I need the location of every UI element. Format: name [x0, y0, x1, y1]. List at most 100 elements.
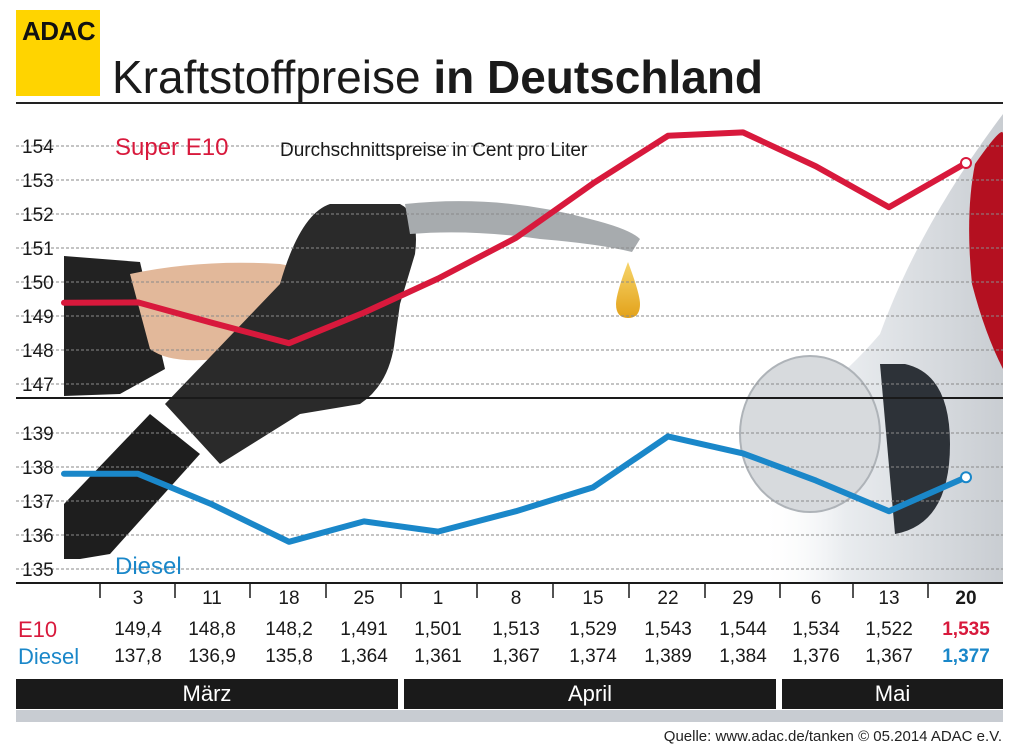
diesel-series [61, 433, 972, 545]
ytick-diesel-139: 139 [22, 424, 54, 445]
date-1: 1 [432, 588, 444, 609]
e10-point-1 [437, 277, 439, 280]
date-3: 3 [132, 588, 144, 609]
diesel-point-25 [363, 520, 365, 523]
ytick-e10-153: 153 [22, 171, 54, 192]
diesel-value-18: 135,8 [265, 646, 313, 667]
e10-point-22 [667, 134, 669, 137]
diesel-point-29 [742, 452, 744, 455]
e10-value-1: 1,501 [414, 619, 462, 640]
title-bold: in Deutschland [433, 51, 764, 103]
e10-point-18 [288, 342, 290, 345]
diesel-value-3: 137,8 [114, 646, 162, 667]
e10-point-15 [592, 182, 594, 185]
diesel-value-8: 1,367 [492, 646, 540, 667]
page-title: Kraftstoffpreise in Deutschland [112, 50, 763, 104]
diesel-value-1: 1,361 [414, 646, 462, 667]
source-credit: Quelle: www.adac.de/tanken © 05.2014 ADA… [663, 728, 1002, 745]
diesel-y-axis: 135 136 137 138 139 [22, 424, 54, 581]
date-29: 29 [732, 588, 754, 609]
e10-value-3: 149,4 [114, 619, 162, 640]
x-axis-ticks [99, 583, 929, 598]
e10-point-20 [960, 157, 972, 169]
e10-series-label: Super E10 [115, 134, 228, 161]
ytick-e10-152: 152 [22, 205, 54, 226]
month-april: April [404, 679, 776, 709]
ytick-diesel-137: 137 [22, 492, 54, 513]
date-25: 25 [353, 588, 375, 609]
date-22: 22 [657, 588, 679, 609]
ytick-diesel-135: 135 [22, 560, 54, 581]
diesel-value-13: 1,367 [865, 646, 913, 667]
date-18: 18 [278, 588, 300, 609]
title-divider [16, 102, 1003, 104]
e10-value-15: 1,529 [569, 619, 617, 640]
e10-point-13 [888, 206, 890, 209]
diesel-point-3 [137, 472, 139, 475]
fuel-drop-icon [616, 262, 640, 318]
date-15: 15 [582, 588, 604, 609]
e10-value-6: 1,534 [792, 619, 840, 640]
e10-value-25: 1,491 [340, 619, 388, 640]
hose-icon [64, 414, 200, 559]
diesel-point-1 [437, 530, 439, 533]
date-8: 8 [510, 588, 522, 609]
tail-light-icon [969, 132, 1003, 369]
e10-point-29 [742, 131, 744, 134]
e10-value-11: 148,8 [188, 619, 236, 640]
adac-logo: ADAC [16, 10, 100, 96]
ytick-e10-147: 147 [22, 375, 54, 396]
diesel-value-25: 1,364 [340, 646, 388, 667]
nozzle-spout-icon [405, 201, 640, 252]
e10-value-8: 1,513 [492, 619, 540, 640]
diesel-gridlines [16, 432, 1003, 570]
month-mai: Mai [782, 679, 1003, 709]
diesel-value-29: 1,384 [719, 646, 767, 667]
e10-value-29: 1,544 [719, 619, 767, 640]
diesel-value-15: 1,374 [569, 646, 617, 667]
diesel-point-22 [667, 435, 669, 438]
diesel-value-6: 1,376 [792, 646, 840, 667]
e10-point-25 [363, 311, 365, 314]
diesel-point-18 [288, 540, 290, 543]
e10-value-20: 1,535 [942, 619, 990, 640]
e10-value-13: 1,522 [865, 619, 913, 640]
diesel-point-20 [960, 471, 972, 484]
e10-point-8 [515, 236, 517, 239]
diesel-point-11 [211, 503, 213, 506]
date-6: 6 [810, 588, 822, 609]
car-body-icon [760, 114, 1003, 582]
diesel-point-13 [888, 510, 890, 513]
diesel-series-label: Diesel [115, 553, 182, 580]
e10-point-6 [815, 165, 817, 168]
chart-subtitle: Durchschnittspreise in Cent pro Liter [280, 140, 588, 161]
fuel-nozzle-illustration [64, 114, 1003, 582]
e10-point-11 [211, 321, 213, 324]
ytick-diesel-138: 138 [22, 458, 54, 479]
fuel-flap-icon [739, 355, 881, 513]
date-20: 20 [955, 588, 977, 609]
e10-row-label: E10 [18, 617, 58, 642]
ytick-e10-150: 150 [22, 273, 54, 294]
footer-band [16, 710, 1003, 722]
e10-point-3 [137, 301, 139, 304]
e10-value-22: 1,543 [644, 619, 692, 640]
date-13: 13 [878, 588, 900, 609]
e10-value-18: 148,2 [265, 619, 313, 640]
e10-series [61, 129, 972, 347]
diesel-value-11: 136,9 [188, 646, 236, 667]
diesel-row-label: Diesel [18, 644, 80, 669]
fuel-price-chart: 147 148 149 150 151 152 153 154 135 136 137 138 139… [16, 114, 1003, 598]
logo-text: ADAC [22, 16, 96, 46]
date-11: 11 [202, 588, 222, 609]
ytick-diesel-136: 136 [22, 526, 54, 547]
ytick-e10-148: 148 [22, 341, 54, 362]
ytick-e10-151: 151 [22, 239, 54, 260]
e10-y-axis: 147 148 149 150 151 152 153 154 [22, 137, 54, 396]
diesel-point-15 [592, 486, 594, 489]
diesel-value-20: 1,377 [942, 646, 990, 667]
month-maerz: März [16, 679, 398, 709]
ytick-e10-154: 154 [22, 137, 54, 158]
ytick-e10-149: 149 [22, 307, 54, 328]
diesel-value-22: 1,389 [644, 646, 692, 667]
